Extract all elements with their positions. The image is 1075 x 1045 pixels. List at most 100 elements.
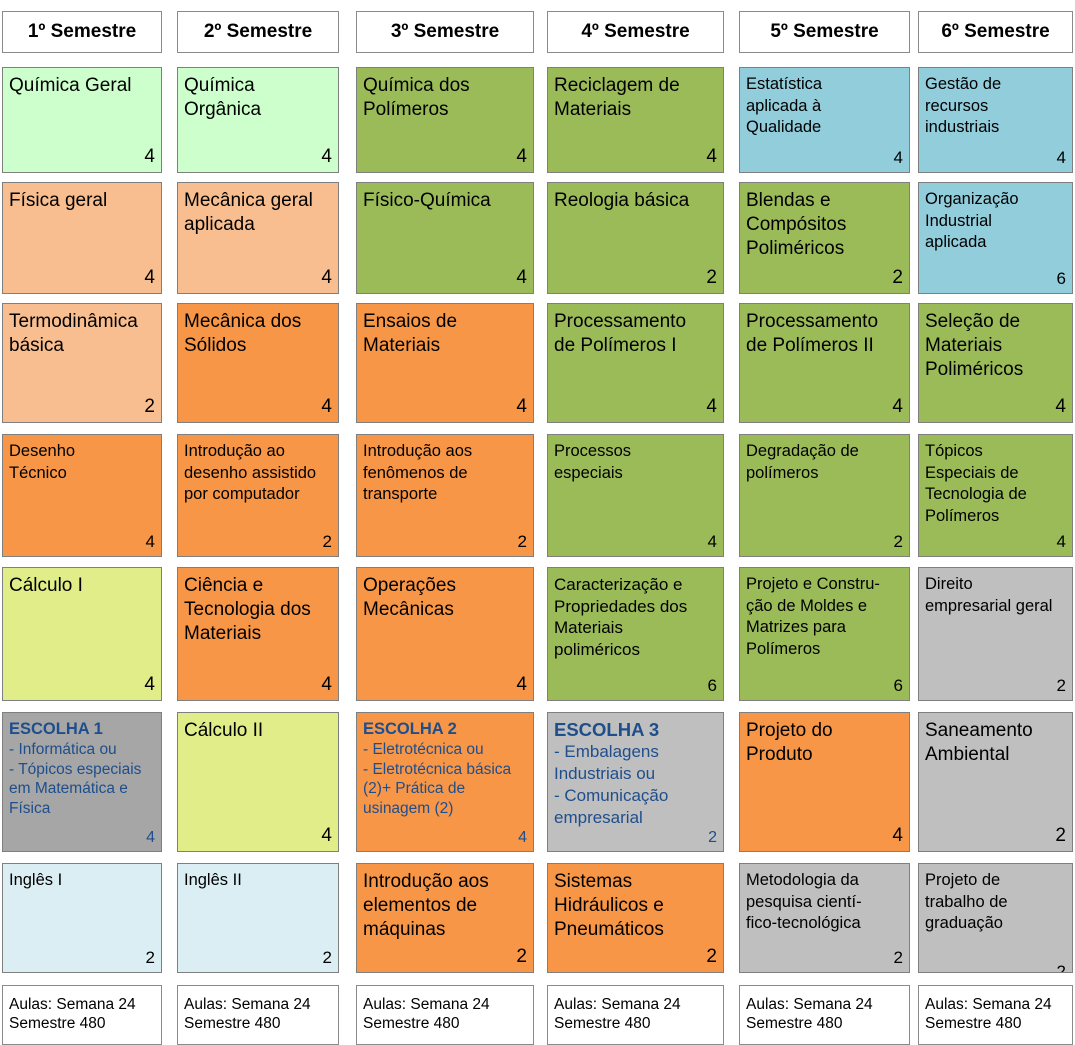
- course-hours: 4: [893, 148, 903, 167]
- course-cell: Organização Industrial aplicada 6: [918, 182, 1073, 294]
- course-cell: Introdução aos elementos de máquinas 2: [356, 863, 534, 973]
- course-hours: 4: [1055, 396, 1066, 417]
- course-cell: Gestão de recursos industriais 4: [918, 67, 1073, 173]
- course-name: Desenho Técnico: [9, 442, 76, 482]
- course-cell: Desenho Técnico 4: [2, 434, 162, 557]
- course-name: Tópicos Especiais de Tecnologia de Polím…: [925, 442, 1027, 525]
- semester-classes: Semestre 480: [184, 1015, 281, 1032]
- course-name: Química Geral: [9, 75, 132, 96]
- course-hours: 4: [706, 146, 717, 167]
- semester-classes: Semestre 480: [9, 1015, 106, 1032]
- course-name: Introdução aos fenômenos de transporte: [363, 442, 473, 503]
- course-hours: 4: [707, 532, 717, 551]
- semester-header: 3º Semestre: [356, 11, 534, 53]
- course-name: Metodologia da pesquisa cientí- fico-tec…: [746, 871, 862, 932]
- course-cell: Operações Mecânicas 4: [356, 567, 534, 701]
- course-name: Inglês II: [184, 871, 242, 889]
- weekly-classes: Aulas: Semana 24: [925, 996, 1052, 1013]
- course-hours: 2: [1055, 825, 1066, 846]
- course-name: Operações Mecânicas: [363, 575, 456, 620]
- course-cell: Projeto e Constru- ção de Moldes e Matri…: [739, 567, 910, 701]
- semester-classes: Semestre 480: [363, 1015, 460, 1032]
- course-cell: Introdução aos fenômenos de transporte 2: [356, 434, 534, 557]
- weekly-classes: Aulas: Semana 24: [554, 996, 681, 1013]
- course-name: Sistemas Hidráulicos e Pneumáticos: [554, 871, 664, 940]
- course-hours: 4: [144, 146, 155, 167]
- course-cell: Termodinâmica básica 2: [2, 303, 162, 423]
- course-name: Mecânica geral aplicada: [184, 190, 313, 235]
- course-name: Saneamento Ambiental: [925, 720, 1033, 765]
- course-hours: 2: [145, 948, 155, 967]
- course-cell: Inglês I 2: [2, 863, 162, 973]
- course-cell: Cálculo I 4: [2, 567, 162, 701]
- course-hours: 4: [892, 396, 903, 417]
- course-name: Gestão de recursos industriais: [925, 75, 1002, 136]
- choice-title: ESCOLHA 1: [9, 720, 103, 738]
- choice-options: - Informática ou - Tópicos especiais em …: [9, 741, 142, 817]
- weekly-classes: Aulas: Semana 24: [184, 996, 311, 1013]
- course-name: Cálculo II: [184, 720, 264, 741]
- course-hours: 4: [144, 674, 155, 695]
- course-cell: Estatística aplicada à Qualidade 4: [739, 67, 910, 173]
- semester-footer: Aulas: Semana 24 Semestre 480: [356, 985, 534, 1045]
- course-hours: 4: [146, 829, 155, 846]
- course-name: Introdução ao desenho assistido por comp…: [184, 442, 317, 503]
- course-name: Blendas e Compósitos Poliméricos: [746, 190, 847, 259]
- choice-title: ESCOLHA 3: [554, 719, 660, 740]
- course-cell: Mecânica geral aplicada 4: [177, 182, 339, 294]
- course-cell: Química Orgânica 4: [177, 67, 339, 173]
- course-cell: Projeto do Produto 4: [739, 712, 910, 852]
- course-hours: 2: [516, 946, 527, 967]
- course-cell: Processamento de Polímeros II 4: [739, 303, 910, 423]
- semester-footer: Aulas: Semana 24 Semestre 480: [2, 985, 162, 1045]
- course-hours: 4: [145, 532, 155, 551]
- choice-options: - Embalagens Industriais ou - Comunicaçã…: [554, 742, 669, 827]
- course-cell: Inglês II 2: [177, 863, 339, 973]
- semester-header: 2º Semestre: [177, 11, 339, 53]
- course-hours: 4: [518, 829, 527, 846]
- course-name: Química Orgânica: [184, 75, 262, 120]
- course-cell: Química Geral 4: [2, 67, 162, 173]
- choice-group: ESCOLHA 3- Embalagens Industriais ou - C…: [554, 719, 717, 829]
- semester-classes: Semestre 480: [554, 1015, 651, 1032]
- course-hours: 4: [321, 825, 332, 846]
- semester-footer: Aulas: Semana 24 Semestre 480: [177, 985, 339, 1045]
- course-hours: 4: [321, 396, 332, 417]
- course-name: Processamento de Polímeros I: [554, 311, 687, 356]
- course-hours: 2: [893, 532, 903, 551]
- course-name: Degradação de polímeros: [746, 442, 859, 482]
- course-cell: Metodologia da pesquisa cientí- fico-tec…: [739, 863, 910, 973]
- course-hours: 4: [1056, 532, 1066, 551]
- course-name: Físico-Química: [363, 190, 491, 211]
- semester-header: 6º Semestre: [918, 11, 1073, 53]
- course-cell: Cálculo II 4: [177, 712, 339, 852]
- semester-header: 5º Semestre: [739, 11, 910, 53]
- course-cell: Blendas e Compósitos Poliméricos 2: [739, 182, 910, 294]
- course-cell: Projeto de trabalho de graduação 2: [918, 863, 1073, 973]
- course-cell: Mecânica dos Sólidos 4: [177, 303, 339, 423]
- course-hours: 2: [706, 267, 717, 288]
- semester-header: 4º Semestre: [547, 11, 724, 53]
- course-cell: Processos especiais 4: [547, 434, 724, 557]
- semester-footer: Aulas: Semana 24 Semestre 480: [918, 985, 1073, 1045]
- course-hours: 6: [893, 676, 903, 695]
- course-cell: Reologia básica 2: [547, 182, 724, 294]
- course-name: Ciência e Tecnologia dos Materiais: [184, 575, 311, 644]
- course-name: Direito empresarial geral: [925, 575, 1053, 615]
- course-cell: Ensaios de Materiais 4: [356, 303, 534, 423]
- course-cell: Sistemas Hidráulicos e Pneumáticos 2: [547, 863, 724, 973]
- course-hours: 4: [516, 674, 527, 695]
- course-cell: Caracterização e Propriedades dos Materi…: [547, 567, 724, 701]
- course-hours: 2: [892, 267, 903, 288]
- course-cell: Degradação de polímeros 2: [739, 434, 910, 557]
- course-cell: Física geral 4: [2, 182, 162, 294]
- course-cell: Saneamento Ambiental 2: [918, 712, 1073, 852]
- course-hours: 2: [322, 532, 332, 551]
- course-cell: Direito empresarial geral 2: [918, 567, 1073, 701]
- course-name: Seleção de Materiais Poliméricos: [925, 311, 1024, 380]
- weekly-classes: Aulas: Semana 24: [363, 996, 490, 1013]
- course-name: Projeto e Constru- ção de Moldes e Matri…: [746, 575, 880, 658]
- course-name: Processamento de Polímeros II: [746, 311, 879, 356]
- course-cell: Ciência e Tecnologia dos Materiais 4: [177, 567, 339, 701]
